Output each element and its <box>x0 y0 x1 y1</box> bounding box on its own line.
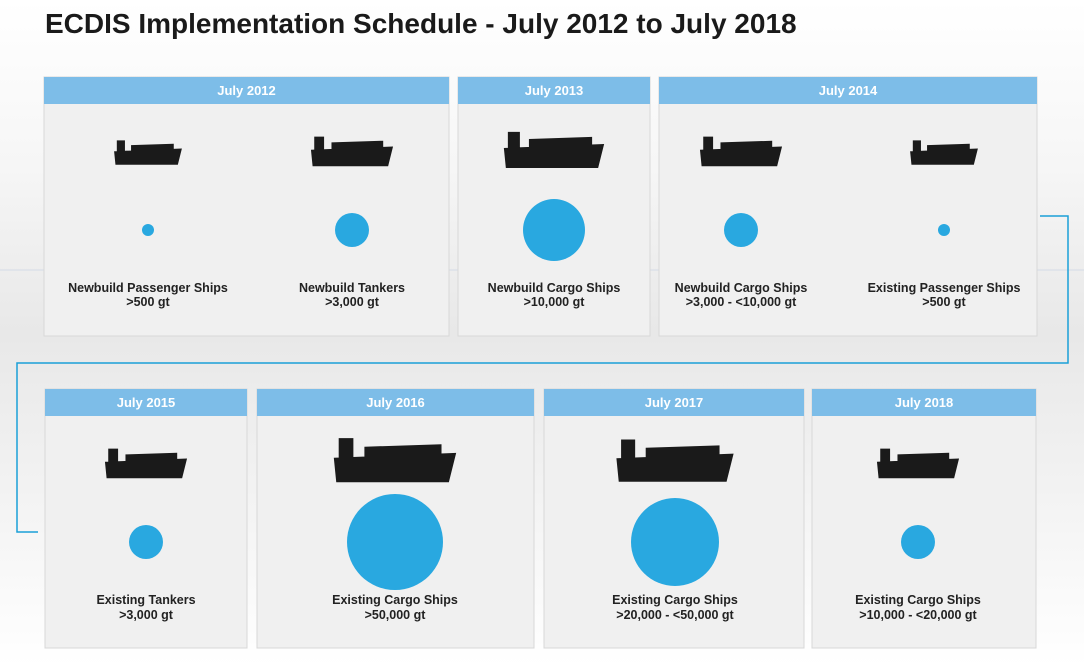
panel-header <box>257 389 534 416</box>
item-name: Existing Cargo Ships <box>855 593 981 607</box>
item-name: Newbuild Passenger Ships <box>68 281 228 295</box>
ship-icon <box>104 448 188 479</box>
panel-header <box>44 77 449 104</box>
size-circle <box>938 224 950 236</box>
item-name: Newbuild Cargo Ships <box>675 281 808 295</box>
ship-icon <box>503 131 605 169</box>
size-circle <box>335 213 369 247</box>
panel-header <box>45 389 247 416</box>
item-size: >500 gt <box>126 295 170 309</box>
size-circle <box>631 498 719 586</box>
size-circle <box>347 494 443 590</box>
panel-date: July 2018 <box>895 395 954 410</box>
item-name: Existing Tankers <box>96 593 195 607</box>
panel <box>44 388 248 649</box>
item-name: Newbuild Tankers <box>299 281 405 295</box>
panel-header <box>458 77 650 104</box>
ship-icon <box>910 140 978 165</box>
title: ECDIS Implementation Schedule - July 201… <box>45 8 797 39</box>
item-size: >3,000 - <10,000 gt <box>686 295 797 309</box>
item-size: >20,000 - <50,000 gt <box>616 608 734 622</box>
panel-date: July 2012 <box>217 83 276 98</box>
ship-icon <box>616 439 734 482</box>
ship-icon <box>114 140 182 165</box>
panel-header <box>659 77 1037 104</box>
item-size: >3,000 gt <box>325 295 380 309</box>
item-size: >500 gt <box>922 295 966 309</box>
size-circle <box>129 525 163 559</box>
item-size: >10,000 gt <box>524 295 586 309</box>
panel-header <box>544 389 804 416</box>
timeline-connector <box>16 215 1069 533</box>
panel-date: July 2013 <box>525 83 584 98</box>
panel-date: July 2014 <box>819 83 878 98</box>
ship-icon <box>333 438 457 483</box>
item-name: Existing Cargo Ships <box>332 593 458 607</box>
panel <box>43 76 450 337</box>
ship-icon <box>699 136 783 167</box>
size-circle <box>523 199 585 261</box>
panel-date: July 2016 <box>366 395 425 410</box>
item-size: >10,000 - <20,000 gt <box>859 608 977 622</box>
panel-date: July 2017 <box>645 395 704 410</box>
size-circle <box>901 525 935 559</box>
item-name: Existing Cargo Ships <box>612 593 738 607</box>
size-circle <box>142 224 154 236</box>
item-size: >50,000 gt <box>365 608 427 622</box>
size-circle <box>724 213 758 247</box>
panel-date: July 2015 <box>117 395 176 410</box>
panel-header <box>812 389 1036 416</box>
item-size: >3,000 gt <box>119 608 174 622</box>
ship-icon <box>310 136 394 167</box>
item-name: Existing Passenger Ships <box>868 281 1021 295</box>
ship-icon <box>876 448 960 479</box>
panel <box>811 388 1037 649</box>
item-name: Newbuild Cargo Ships <box>488 281 621 295</box>
